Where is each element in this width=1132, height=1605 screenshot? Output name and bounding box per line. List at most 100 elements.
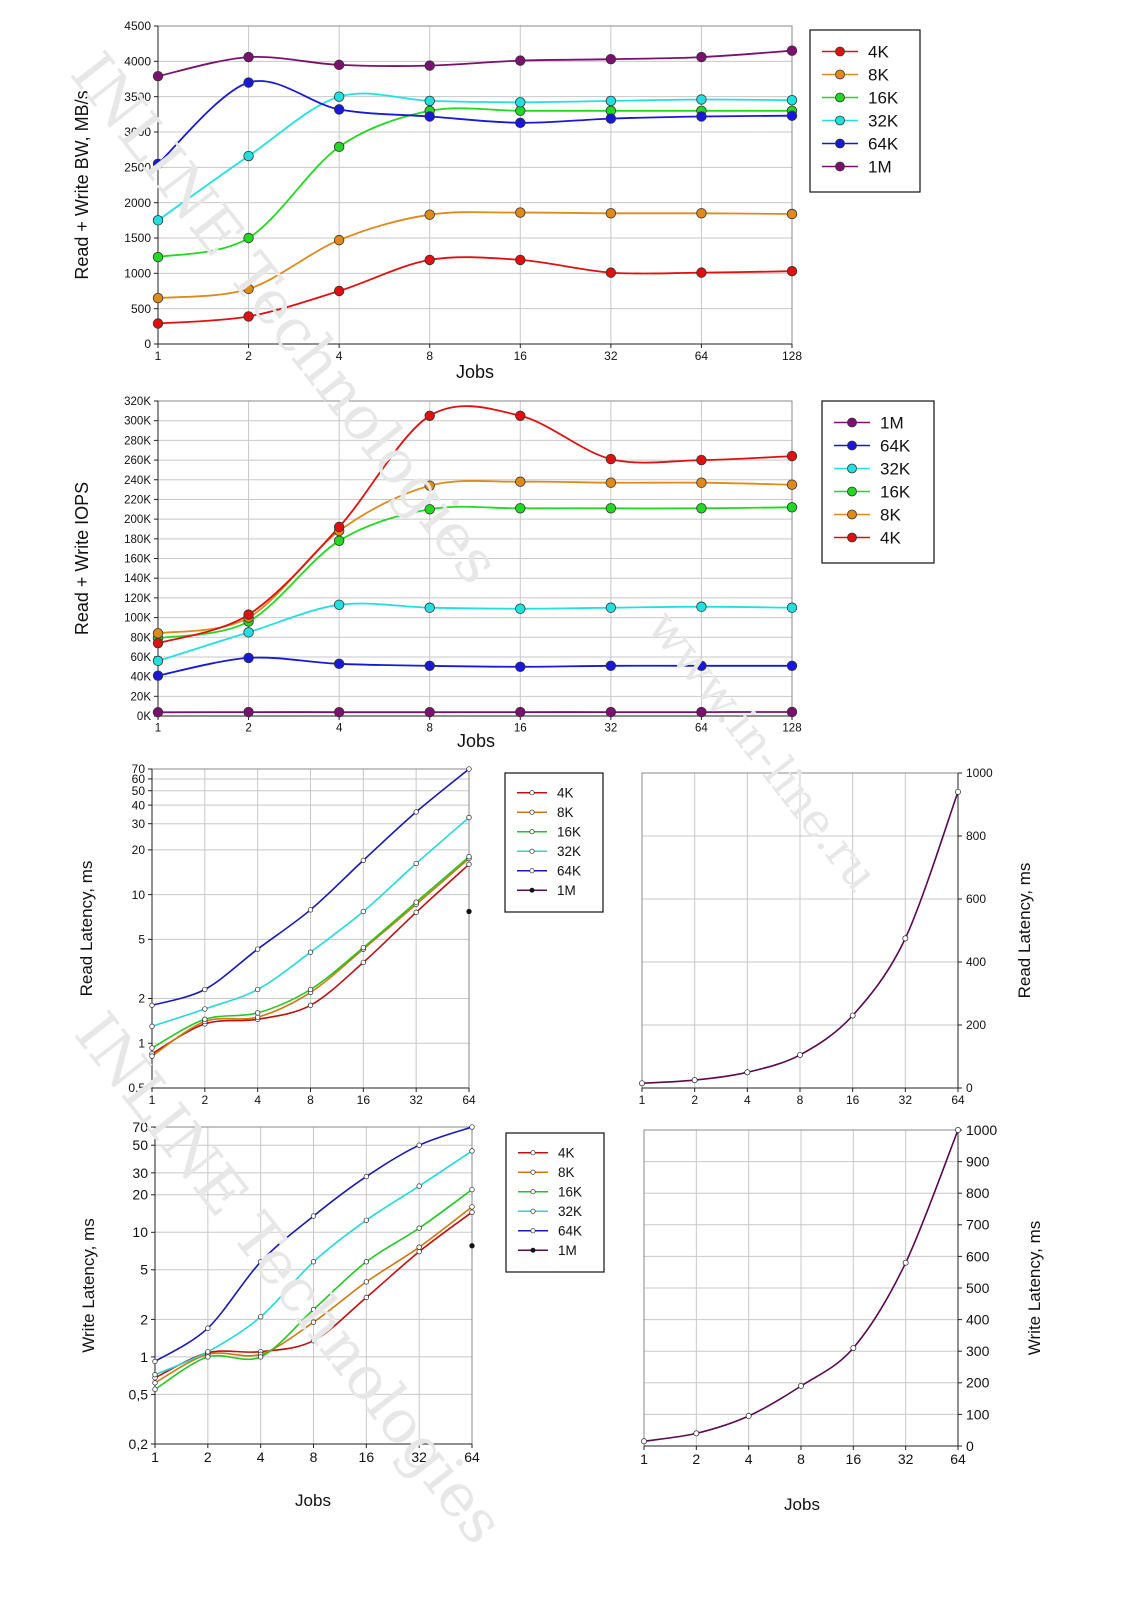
legend-label: 64K	[557, 864, 581, 879]
x-tick-label: 64	[695, 349, 709, 363]
legend-swatch-marker	[531, 1209, 535, 1213]
data-point	[787, 46, 797, 56]
data-point	[206, 1349, 211, 1354]
data-point	[153, 252, 163, 262]
data-point	[515, 208, 525, 218]
data-point	[697, 95, 707, 105]
data-point	[244, 52, 254, 62]
y-tick-label: 280K	[124, 435, 151, 447]
y-tick-label: 4500	[124, 19, 151, 33]
y-tick-label: 2	[138, 992, 145, 1006]
data-point	[203, 987, 208, 992]
legend-label: 8K	[557, 805, 574, 820]
data-point	[787, 451, 797, 461]
x-tick-label: 8	[307, 1093, 314, 1107]
data-point	[311, 1338, 316, 1343]
legend-swatch-marker	[836, 116, 845, 125]
data-point	[606, 96, 616, 106]
y-tick-label: 0,5	[128, 1081, 145, 1095]
y-tick-label: 0,2	[129, 1436, 149, 1452]
y-tick-label: 0K	[137, 711, 151, 723]
legend-label: 4K	[558, 1146, 575, 1161]
data-point	[697, 478, 707, 488]
y-tick-label: 320K	[124, 396, 151, 408]
y-tick-label: 30	[132, 817, 146, 831]
legend-label: 32K	[557, 844, 581, 859]
data-point	[153, 1359, 158, 1364]
y-tick-label: 100K	[124, 613, 151, 625]
data-point	[955, 1127, 960, 1132]
x-tick-label: 1	[151, 1449, 159, 1465]
data-point	[787, 661, 797, 671]
y-tick-label: 5	[140, 1262, 148, 1278]
data-point	[150, 1003, 155, 1008]
data-point	[414, 861, 419, 866]
y-tick-label: 1000	[124, 267, 151, 281]
data-point	[244, 653, 254, 663]
data-point	[425, 210, 435, 220]
data-point	[787, 95, 797, 105]
data-point	[606, 268, 616, 278]
y-tick-label: 500	[131, 302, 151, 316]
y-tick-label: 240K	[124, 475, 151, 487]
data-point	[153, 319, 163, 329]
data-point	[425, 96, 435, 106]
data-point	[364, 1259, 369, 1264]
data-point	[606, 54, 616, 64]
x-tick-label: 32	[604, 349, 618, 363]
legend-label: 16K	[558, 1185, 582, 1200]
legend-swatch-marker	[531, 1229, 535, 1233]
legend-label: 32K	[558, 1204, 582, 1219]
data-point	[515, 255, 525, 265]
y-tick-label: 300K	[124, 416, 151, 428]
data-point	[153, 671, 163, 681]
x-tick-label: 4	[336, 349, 343, 363]
data-point	[417, 1143, 422, 1148]
data-point	[467, 909, 472, 914]
data-point	[206, 1355, 211, 1360]
y-tick-label: 2500	[124, 161, 151, 175]
data-point	[255, 987, 260, 992]
y-tick-label: 220K	[124, 494, 151, 506]
data-point	[515, 503, 525, 513]
legend-box	[822, 401, 934, 563]
legend-swatch-marker	[530, 791, 534, 795]
y-axis-label: Read Latency, ms	[77, 861, 96, 997]
legend-swatch-marker	[530, 849, 534, 853]
y-tick-label: 70	[132, 1119, 148, 1135]
data-point	[606, 454, 616, 464]
x-tick-label: 16	[359, 1449, 375, 1465]
y-axis-label: Read + Write IOPS	[72, 482, 92, 635]
legend-swatch-marker	[531, 1248, 535, 1252]
x-tick-label: 64	[464, 1449, 480, 1465]
x-tick-label: 1	[640, 1451, 648, 1467]
y-tick-label: 600	[966, 892, 986, 906]
x-tick-label: 64	[462, 1093, 476, 1107]
y-tick-label: 1000	[966, 1122, 997, 1138]
data-point	[697, 268, 707, 278]
data-point	[470, 1205, 475, 1210]
data-point	[258, 1355, 263, 1360]
legend-label: 4K	[557, 786, 574, 801]
data-point	[334, 286, 344, 296]
x-tick-label: 1	[639, 1093, 646, 1107]
y-tick-label: 600	[966, 1248, 990, 1264]
x-axis-label: Jobs	[456, 362, 494, 382]
y-tick-label: 800	[966, 1185, 990, 1201]
data-point	[364, 1280, 369, 1285]
data-point	[361, 858, 366, 863]
legend-swatch-marker	[531, 1170, 535, 1174]
data-point	[787, 480, 797, 490]
data-point	[153, 216, 163, 226]
y-tick-label: 120K	[124, 593, 151, 605]
data-point	[308, 908, 313, 913]
legend-box	[810, 30, 920, 192]
y-tick-label: 70	[132, 762, 146, 776]
data-point	[697, 208, 707, 218]
data-point	[515, 662, 525, 672]
data-point	[417, 1249, 422, 1254]
data-point	[153, 1372, 158, 1377]
y-tick-label: 0	[966, 1081, 973, 1095]
data-point	[258, 1259, 263, 1264]
